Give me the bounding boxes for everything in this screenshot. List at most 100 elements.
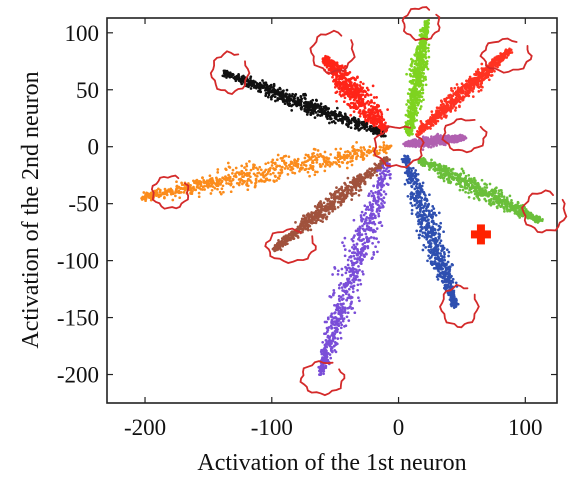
data-point bbox=[368, 145, 372, 149]
data-point bbox=[315, 156, 318, 160]
data-point bbox=[480, 79, 484, 83]
data-point bbox=[157, 195, 161, 199]
data-point bbox=[482, 67, 486, 70]
data-point bbox=[354, 107, 358, 110]
data-point bbox=[415, 118, 419, 122]
data-point bbox=[263, 180, 266, 183]
data-point bbox=[476, 68, 480, 71]
data-point bbox=[423, 27, 427, 30]
data-point bbox=[440, 110, 444, 114]
data-point bbox=[212, 181, 216, 185]
data-point bbox=[252, 163, 255, 167]
data-point bbox=[357, 99, 361, 102]
data-point bbox=[148, 196, 152, 199]
data-point bbox=[495, 206, 499, 210]
data-point bbox=[461, 135, 465, 139]
data-point bbox=[434, 140, 438, 143]
data-point bbox=[225, 76, 228, 79]
data-point bbox=[380, 117, 384, 120]
data-point bbox=[269, 166, 272, 170]
data-point bbox=[459, 88, 463, 92]
data-point bbox=[361, 111, 365, 115]
data-point bbox=[499, 54, 502, 58]
data-point bbox=[459, 185, 462, 188]
data-point bbox=[357, 111, 361, 114]
data-point bbox=[227, 173, 230, 177]
data-point bbox=[287, 95, 291, 99]
data-point bbox=[320, 105, 323, 109]
data-point bbox=[409, 63, 413, 67]
data-point bbox=[430, 110, 434, 113]
data-point bbox=[412, 119, 416, 123]
data-point bbox=[360, 120, 364, 124]
data-point bbox=[500, 191, 504, 195]
data-point bbox=[532, 217, 535, 221]
data-point bbox=[464, 85, 468, 88]
data-point bbox=[360, 99, 363, 102]
data-point bbox=[372, 114, 376, 118]
data-point bbox=[472, 186, 475, 190]
data-point bbox=[317, 155, 321, 159]
data-point bbox=[352, 103, 356, 107]
data-point bbox=[500, 195, 504, 198]
data-point bbox=[175, 180, 178, 184]
data-point bbox=[341, 161, 345, 164]
data-point bbox=[452, 98, 455, 102]
data-point bbox=[296, 97, 300, 101]
data-point bbox=[231, 168, 235, 172]
data-point bbox=[288, 98, 292, 102]
data-point bbox=[467, 191, 470, 195]
data-point bbox=[495, 57, 499, 60]
data-point bbox=[458, 174, 462, 178]
data-point bbox=[144, 199, 147, 203]
data-point bbox=[350, 163, 354, 167]
data-point bbox=[499, 57, 503, 61]
data-point bbox=[329, 117, 333, 120]
data-point bbox=[366, 100, 370, 103]
data-point bbox=[428, 122, 432, 125]
data-point bbox=[459, 97, 462, 101]
data-point bbox=[466, 182, 469, 186]
data-point bbox=[476, 79, 479, 82]
data-point bbox=[342, 66, 345, 70]
data-point bbox=[499, 188, 502, 192]
data-point bbox=[198, 186, 201, 190]
data-point bbox=[405, 143, 409, 147]
data-point bbox=[488, 200, 492, 204]
data-point bbox=[429, 143, 433, 146]
data-point bbox=[203, 188, 206, 191]
data-point bbox=[425, 62, 429, 66]
data-point bbox=[303, 160, 307, 164]
data-point bbox=[476, 83, 480, 87]
data-point bbox=[346, 150, 350, 154]
data-point bbox=[246, 84, 249, 88]
data-point bbox=[325, 156, 328, 159]
data-point bbox=[411, 108, 415, 112]
data-point bbox=[375, 118, 379, 122]
data-point bbox=[276, 91, 279, 95]
data-point bbox=[480, 71, 484, 75]
data-point bbox=[409, 110, 413, 114]
data-point bbox=[240, 172, 244, 176]
data-point bbox=[278, 174, 282, 178]
data-point bbox=[508, 194, 512, 198]
data-point bbox=[421, 79, 425, 83]
data-point bbox=[460, 167, 464, 171]
data-point bbox=[475, 70, 479, 74]
data-point bbox=[311, 165, 315, 168]
data-point bbox=[337, 160, 341, 164]
data-point bbox=[275, 158, 279, 162]
data-point bbox=[483, 186, 487, 189]
data-point bbox=[327, 64, 331, 68]
data-point bbox=[208, 178, 212, 182]
data-point bbox=[380, 122, 384, 126]
data-point bbox=[373, 101, 376, 105]
data-point bbox=[303, 168, 307, 171]
data-point bbox=[358, 114, 362, 118]
data-point bbox=[447, 96, 451, 99]
data-point bbox=[365, 86, 369, 90]
data-point bbox=[420, 95, 424, 99]
data-point bbox=[337, 112, 341, 116]
data-point bbox=[289, 162, 293, 166]
